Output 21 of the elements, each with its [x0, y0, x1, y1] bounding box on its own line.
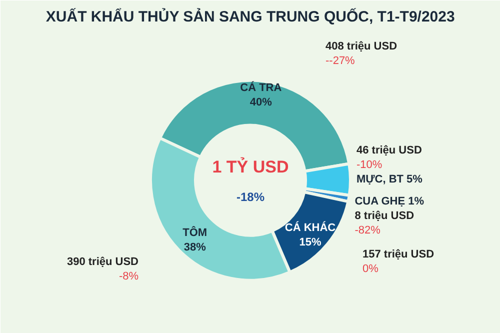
- text: -8%: [118, 270, 139, 282]
- text: -82%: [354, 224, 381, 237]
- text: 1 TỶ USD: [212, 156, 289, 177]
- text: 408 triệu USD: [326, 40, 398, 53]
- text: -10%: [356, 158, 382, 171]
- text: -18%: [236, 190, 265, 204]
- slice-label: CUA GHẸ 1%: [354, 196, 424, 208]
- slice-label: CÁ TRA: [240, 80, 282, 94]
- chart-title: XUẤT KHẨU THỦY SẢN SANG TRUNG QUỐC, T1-T9/2023: [46, 8, 455, 26]
- text: 390 triệu USD: [66, 256, 139, 268]
- data-label: 15%: [299, 236, 322, 248]
- text: 46 triệu USD: [356, 144, 422, 157]
- text: 157 triệu USD: [362, 248, 434, 260]
- slice-label: CÁ KHÁC: [284, 220, 336, 234]
- data-label: 38%: [184, 241, 206, 254]
- slice-label: TÔM: [182, 226, 208, 239]
- text: --27%: [326, 55, 356, 68]
- text: 0%: [362, 262, 379, 275]
- slice-label: MỰC, BT 5%: [356, 173, 423, 186]
- data-label: 40%: [250, 96, 272, 108]
- text: 8 triệu USD: [354, 210, 414, 222]
